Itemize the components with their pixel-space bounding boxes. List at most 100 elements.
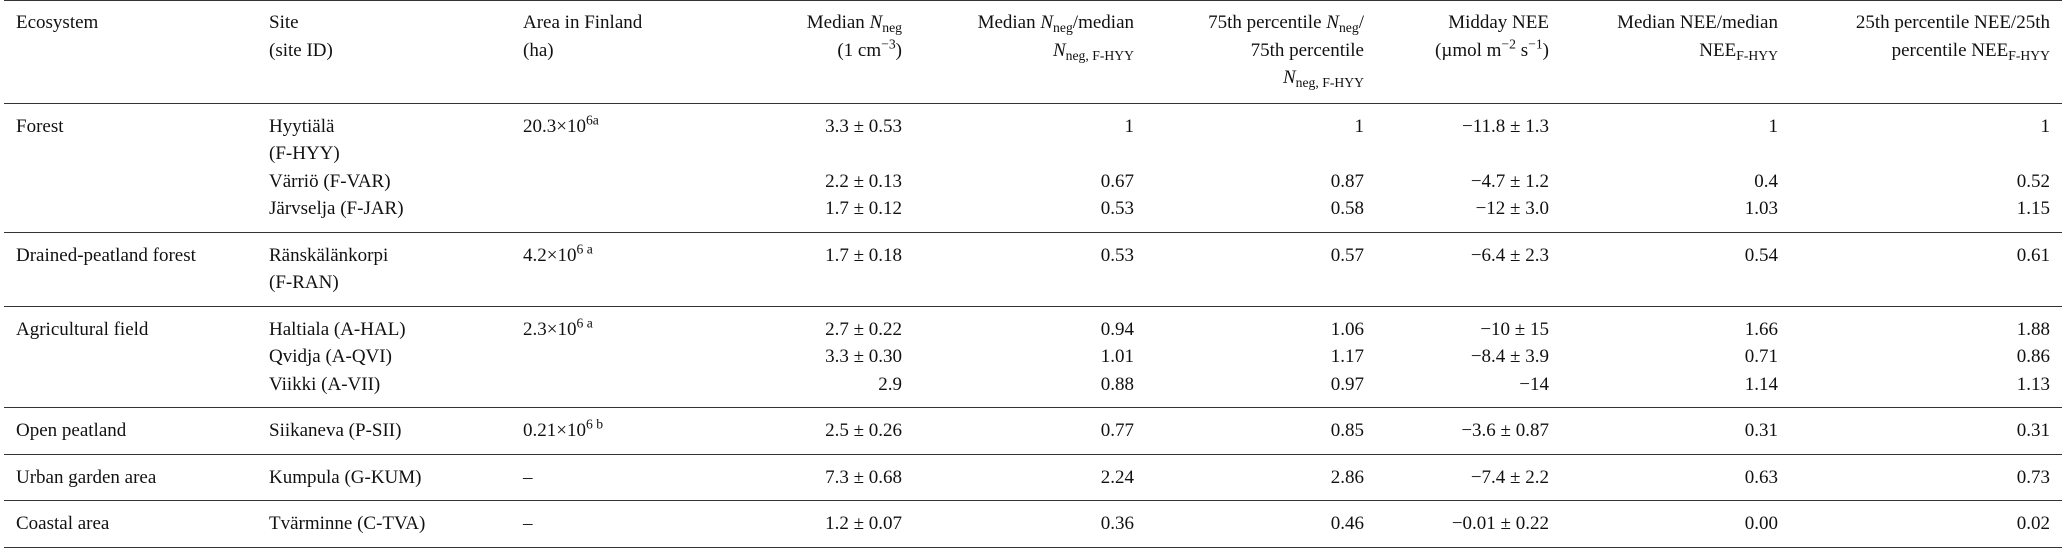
- area: –: [523, 513, 533, 534]
- header-text: Midday NEE: [1448, 12, 1549, 33]
- value: 0.36: [1100, 513, 1134, 534]
- table-row: Coastal area Tvärminne (C-TVA) – 1.2 ± 0.07…: [4, 501, 2062, 548]
- row-group: Agricultural field Haltiala (A-HAL) 2.3×10…: [4, 306, 2062, 408]
- header-text: Area in Finland: [523, 12, 643, 33]
- area-superscript: 6a: [585, 111, 599, 127]
- ecosystem-cell: Forest: [4, 103, 257, 168]
- area: 4.2×10: [523, 244, 577, 266]
- value-cell: 0.67: [914, 168, 1146, 196]
- header-symbol: N: [1040, 12, 1054, 33]
- header-superscript: −3: [881, 35, 896, 51]
- value: 1.7 ± 0.18: [825, 244, 902, 266]
- value-cell: 0.86: [1790, 343, 2062, 371]
- area-superscript: 6 a: [576, 314, 593, 330]
- value: 1: [1768, 115, 1779, 137]
- ecosystem: Drained-peatland forest: [16, 244, 196, 266]
- value-cell: 2.2 ± 0.13: [711, 168, 914, 196]
- table-row: Värriö (F-VAR) 2.2 ± 0.13 0.67 0.87 −4.7 ± 1…: [4, 168, 2062, 196]
- value: 0.94: [1100, 318, 1134, 340]
- value-cell: 1.7 ± 0.18: [711, 232, 914, 306]
- value-cell: 1.06: [1146, 306, 1376, 343]
- table-row: Open peatland Siikaneva (P-SII) 0.21×106 b…: [4, 408, 2062, 455]
- value: 1.14: [1744, 373, 1778, 395]
- header-text: 75th percentile: [1208, 12, 1327, 33]
- value: −0.01 ± 0.22: [1451, 513, 1549, 534]
- table-row: Drained-peatland forest Ränskälänkorpi (F-…: [4, 232, 2062, 306]
- value-cell: 0.4: [1561, 168, 1790, 196]
- value-cell: 1: [1146, 103, 1376, 168]
- area-cell: –: [511, 454, 711, 501]
- value-cell: −3.6 ± 0.87: [1376, 408, 1561, 455]
- header-symbol: N: [1052, 39, 1066, 61]
- value: 0.71: [1744, 346, 1778, 367]
- header-text: (site ID): [269, 39, 333, 61]
- value: −11.8 ± 1.3: [1462, 115, 1549, 137]
- site-cell: Siikaneva (P-SII): [257, 408, 511, 455]
- value-cell: 1: [1790, 103, 2062, 168]
- header-subscript: F-HYY: [2008, 47, 2050, 63]
- ecosystem: Open peatland: [16, 420, 127, 441]
- value: 0.58: [1330, 198, 1364, 219]
- header-text: s: [1515, 39, 1529, 61]
- value: 1.66: [1744, 318, 1778, 340]
- value-cell: 0.97: [1146, 371, 1376, 408]
- header-subscript: neg, F-HYY: [1295, 75, 1364, 91]
- value: 1.01: [1100, 346, 1134, 367]
- value-cell: 0.85: [1146, 408, 1376, 455]
- value-cell: 0.77: [914, 408, 1146, 455]
- header-cell: Area in Finland (ha): [511, 1, 711, 104]
- site-name: Haltiala (A-HAL): [269, 318, 406, 340]
- value-cell: −0.01 ± 0.22: [1376, 501, 1561, 548]
- value: 1.03: [1744, 198, 1778, 219]
- value-cell: 0.53: [914, 195, 1146, 232]
- value-cell: 0.94: [914, 306, 1146, 343]
- value: 1.2 ± 0.07: [825, 513, 902, 534]
- value: 0.57: [1330, 244, 1364, 266]
- row-group: Drained-peatland forest Ränskälänkorpi (F-…: [4, 232, 2062, 306]
- value-cell: 1: [914, 103, 1146, 168]
- header-row: Ecosystem Site (site ID) Area in Finland (…: [4, 0, 2062, 104]
- header-text: (1 cm: [837, 39, 882, 61]
- value-cell: −11.8 ± 1.3: [1376, 103, 1561, 168]
- value-cell: 1.66: [1561, 306, 1790, 343]
- value: 1.7 ± 0.12: [825, 198, 902, 219]
- row-group: Forest Hyytiälä (F-HYY) 20.3×106a 3.3 ± 0.53…: [4, 103, 2062, 232]
- ecosystem-cell: Urban garden area: [4, 454, 257, 501]
- value-cell: 0.71: [1561, 343, 1790, 371]
- header-text: Site: [269, 12, 299, 33]
- header-subscript: neg, F-HYY: [1065, 47, 1134, 63]
- area-cell: [511, 168, 711, 196]
- value: 0.73: [2016, 466, 2050, 488]
- header-superscript: −2: [1501, 35, 1516, 51]
- area-superscript: 6 a: [576, 240, 593, 256]
- value-cell: 1.01: [914, 343, 1146, 371]
- value: 2.7 ± 0.22: [825, 318, 902, 340]
- header-text: /: [1358, 12, 1364, 33]
- value-cell: −7.4 ± 2.2: [1376, 454, 1561, 501]
- value: 1.06: [1330, 318, 1364, 340]
- value: 0.00: [1744, 513, 1778, 534]
- value-cell: −4.7 ± 1.2: [1376, 168, 1561, 196]
- value-cell: 0.02: [1790, 501, 2062, 548]
- value-cell: 3.3 ± 0.53: [711, 103, 914, 168]
- value: 1: [1354, 115, 1365, 137]
- site-name: (F-HYY): [269, 143, 340, 164]
- header-symbol: N: [869, 12, 883, 33]
- value: 3.3 ± 0.53: [825, 115, 902, 137]
- ecosystem-cell: Agricultural field: [4, 306, 257, 343]
- value-cell: 0.57: [1146, 232, 1376, 306]
- value-cell: 0.46: [1146, 501, 1376, 548]
- site-name: Viikki (A-VII): [269, 373, 381, 395]
- header-subscript: neg: [1053, 20, 1073, 36]
- value-cell: −14: [1376, 371, 1561, 408]
- value-cell: −10 ± 15: [1376, 306, 1561, 343]
- value: 0.97: [1330, 373, 1364, 395]
- value: 0.53: [1100, 244, 1134, 266]
- header-text: ): [895, 39, 902, 61]
- value-cell: 0.73: [1790, 454, 2062, 501]
- value: 7.3 ± 0.68: [825, 466, 902, 488]
- header-text: (µmol m: [1435, 39, 1502, 61]
- value: 0.88: [1100, 373, 1134, 395]
- header-symbol: N: [1282, 67, 1296, 88]
- value-cell: 0.31: [1790, 408, 2062, 455]
